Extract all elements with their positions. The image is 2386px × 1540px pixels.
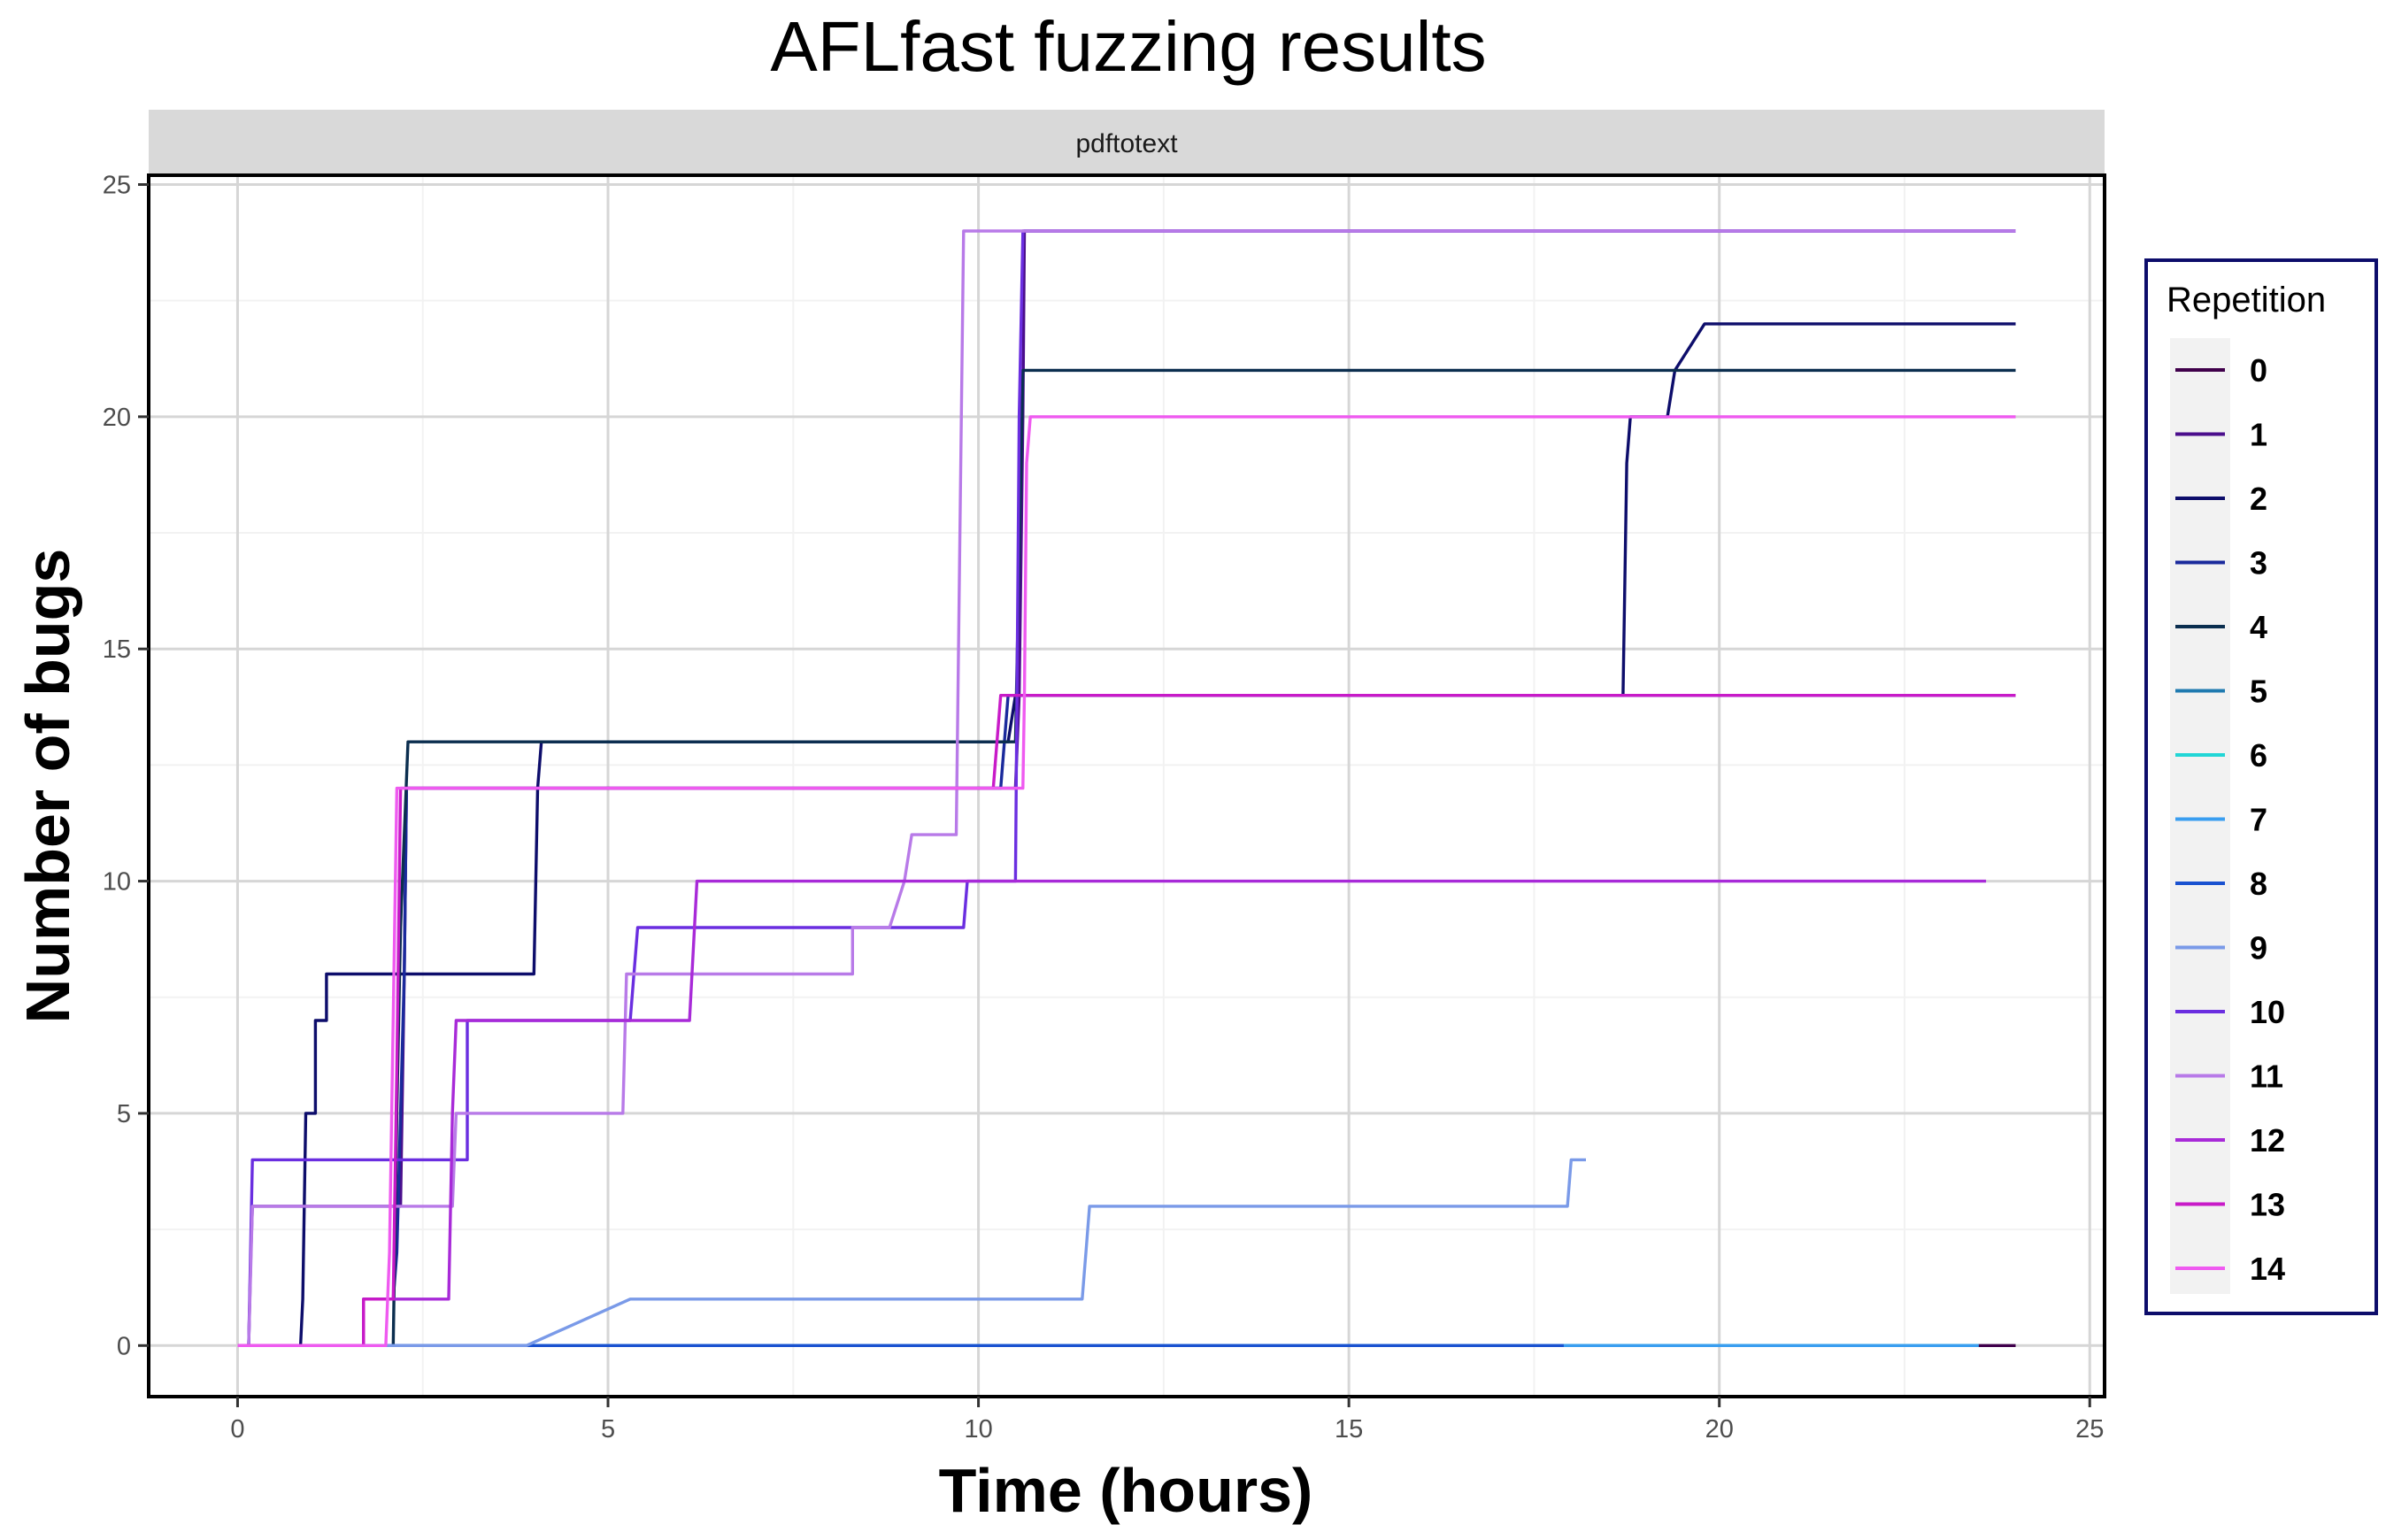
facet-strip: pdftotext (149, 110, 2105, 175)
y-axis-ticks: 0 5 10 15 20 25 (103, 171, 149, 1360)
chart-title: AFLfast fuzzing results (770, 7, 1486, 86)
legend-label-12: 12 (2250, 1122, 2285, 1159)
series-line-10 (237, 229, 2016, 1347)
gridlines (149, 175, 2105, 1397)
legend-label-2: 2 (2250, 481, 2267, 517)
legend-label-14: 14 (2250, 1251, 2285, 1287)
y-tick-label: 0 (117, 1332, 131, 1360)
legend-label-5: 5 (2250, 674, 2267, 710)
y-axis-title: Number of bugs (13, 549, 82, 1024)
y-tick-label: 10 (103, 868, 131, 897)
y-tick-label: 5 (117, 1100, 131, 1128)
legend-label-9: 9 (2250, 930, 2267, 966)
legend-title: Repetition (2167, 281, 2326, 320)
x-axis-ticks: 0 5 10 15 20 25 (230, 1397, 2104, 1444)
x-tick-label: 5 (601, 1415, 615, 1444)
legend-label-1: 1 (2250, 417, 2267, 453)
x-tick-label: 20 (1705, 1415, 1734, 1444)
y-tick-label: 15 (103, 635, 131, 664)
legend-label-4: 4 (2250, 609, 2267, 645)
legend-label-3: 3 (2250, 545, 2267, 581)
x-tick-label: 15 (1335, 1415, 1363, 1444)
legend-label-7: 7 (2250, 802, 2267, 838)
x-tick-label: 0 (230, 1415, 244, 1444)
legend-key-background (2170, 338, 2230, 1294)
legend-label-10: 10 (2250, 994, 2285, 1030)
legend-label-8: 8 (2250, 866, 2267, 902)
facet-strip-label: pdftotext (1075, 129, 1178, 158)
x-tick-label: 10 (964, 1415, 992, 1444)
series-line-4 (237, 368, 2016, 1347)
series-line-13 (237, 694, 2016, 1347)
legend-label-13: 13 (2250, 1187, 2285, 1223)
y-tick-label: 25 (103, 171, 131, 199)
legend-label-11: 11 (2250, 1059, 2283, 1095)
series-line-9 (237, 1158, 1586, 1347)
x-tick-label: 25 (2075, 1415, 2104, 1444)
series-lines (237, 229, 2016, 1347)
facet-strip-background (149, 110, 2105, 175)
panel-border (147, 173, 2106, 1398)
series-line-2 (237, 322, 2016, 1347)
y-tick-label: 20 (103, 404, 131, 432)
series-line-14 (237, 415, 2016, 1347)
series-line-11 (237, 229, 2016, 1347)
legend-label-0: 0 (2250, 352, 2267, 389)
x-axis-title: Time (hours) (939, 1456, 1313, 1525)
legend-label-6: 6 (2250, 737, 2267, 774)
